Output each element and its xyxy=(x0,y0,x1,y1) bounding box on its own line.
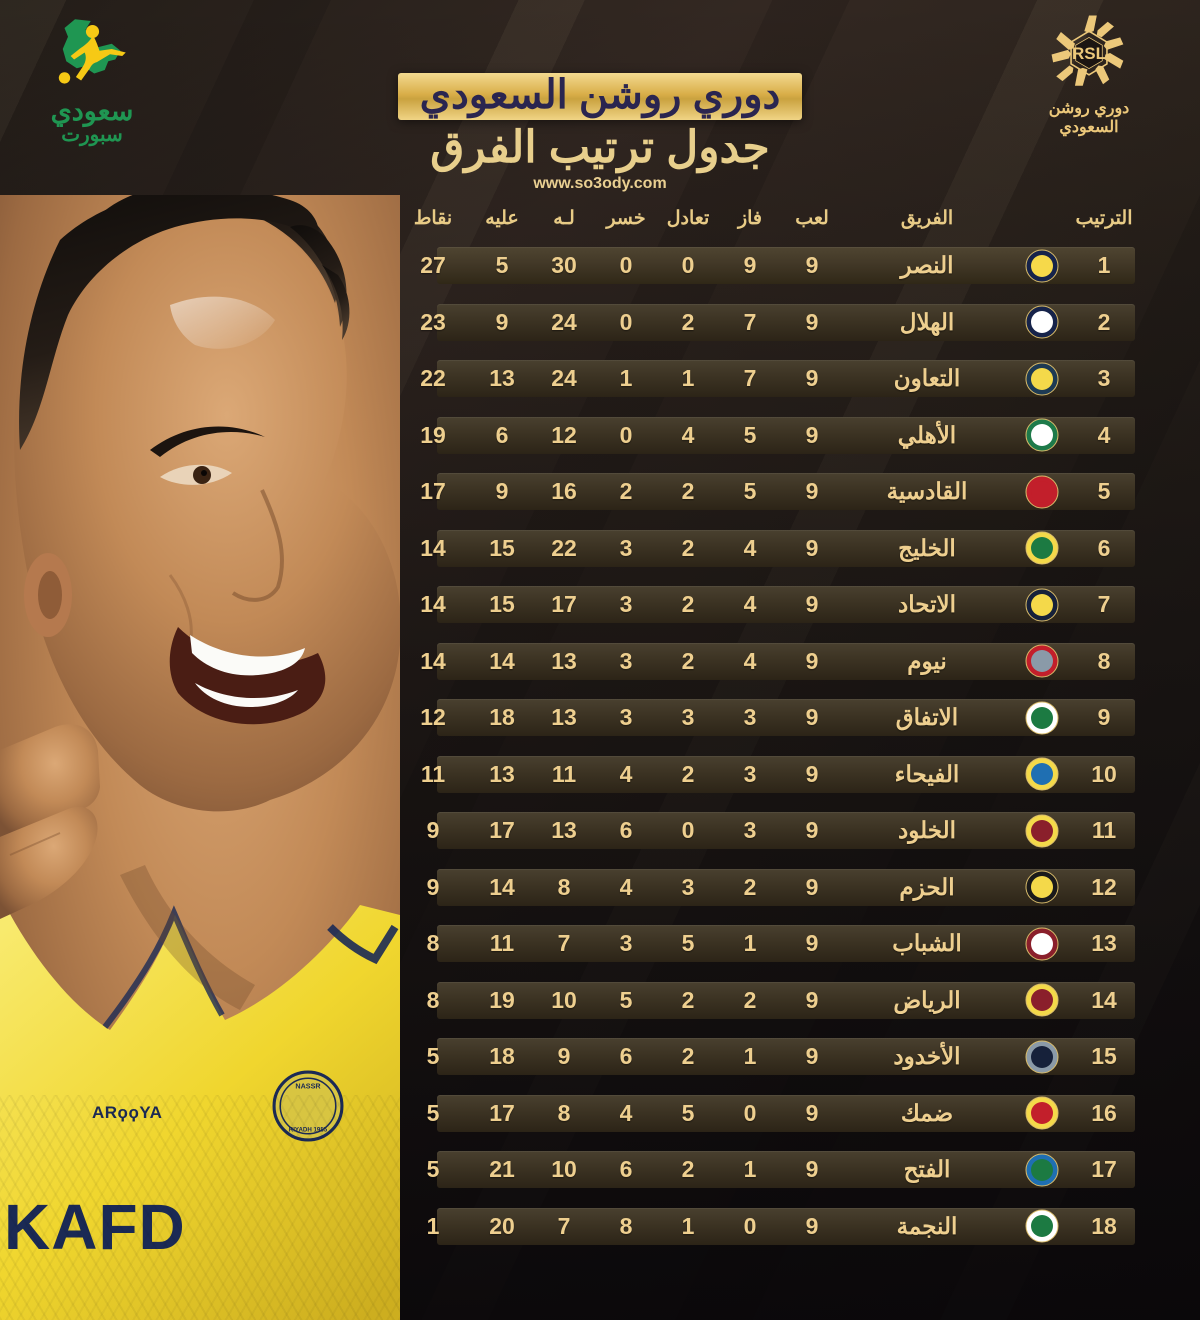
svg-text:RIYADH 1955: RIYADH 1955 xyxy=(289,1127,328,1134)
svg-text:NASSR: NASSR xyxy=(295,1082,321,1091)
